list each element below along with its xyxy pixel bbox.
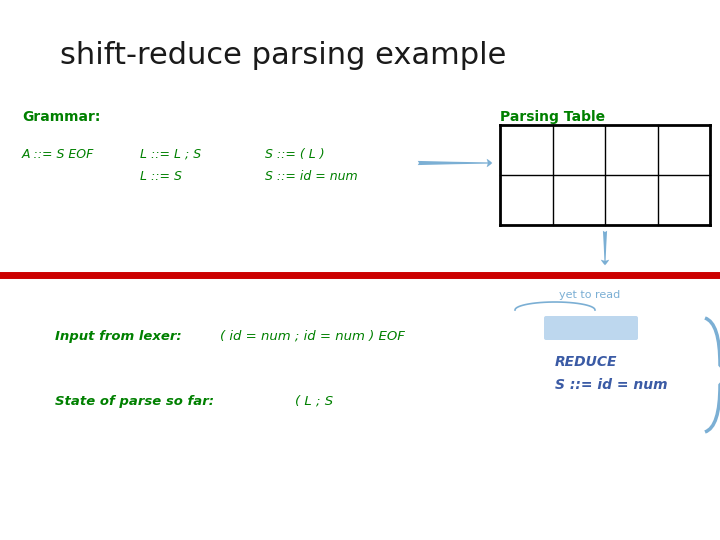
- Text: REDUCE: REDUCE: [555, 355, 618, 369]
- Text: A ::= S EOF: A ::= S EOF: [22, 148, 94, 161]
- Text: S ::= id = num: S ::= id = num: [555, 378, 667, 392]
- Text: State of parse so far:: State of parse so far:: [55, 395, 214, 408]
- Text: yet to read: yet to read: [559, 290, 621, 300]
- Text: Input from lexer:: Input from lexer:: [55, 330, 181, 343]
- Text: Parsing Table: Parsing Table: [500, 110, 605, 124]
- Text: shift-reduce parsing example: shift-reduce parsing example: [60, 40, 506, 70]
- Text: S ::= id = num: S ::= id = num: [265, 170, 358, 183]
- Text: Grammar:: Grammar:: [22, 110, 100, 124]
- Text: ( id = num ; id = num ) EOF: ( id = num ; id = num ) EOF: [220, 330, 405, 343]
- Text: L ::= L ; S: L ::= L ; S: [140, 148, 201, 161]
- Text: L ::= S: L ::= S: [140, 170, 182, 183]
- Text: S ::= ( L ): S ::= ( L ): [265, 148, 325, 161]
- FancyBboxPatch shape: [544, 316, 638, 340]
- Text: ( L ; S: ( L ; S: [295, 395, 333, 408]
